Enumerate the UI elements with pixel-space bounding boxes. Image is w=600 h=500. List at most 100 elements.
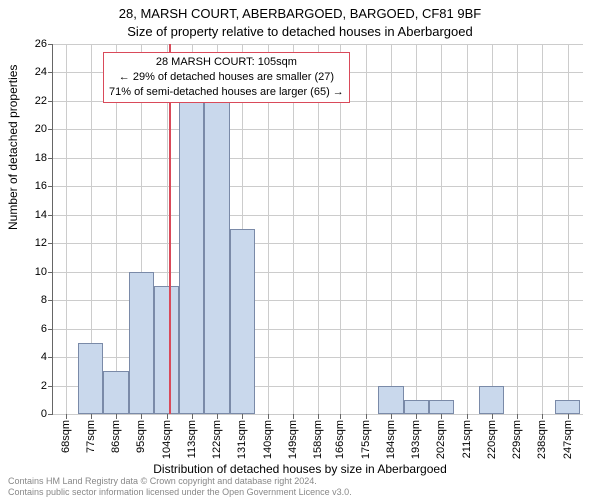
annotation-box: 28 MARSH COURT: 105sqm ← 29% of detached… xyxy=(103,52,350,103)
xtick-mark xyxy=(416,414,417,419)
ytick-mark xyxy=(48,357,53,358)
gridline-vertical xyxy=(568,44,569,414)
footer-line1: Contains HM Land Registry data © Crown c… xyxy=(8,476,352,487)
histogram-bar xyxy=(204,101,229,414)
ytick-mark xyxy=(48,158,53,159)
ytick-mark xyxy=(48,215,53,216)
xtick-label: 104sqm xyxy=(161,420,173,459)
histogram-bar xyxy=(555,400,580,414)
chart-title-description: Size of property relative to detached ho… xyxy=(0,24,600,39)
annotation-line3: 71% of semi-detached houses are larger (… xyxy=(109,85,344,100)
ytick-label: 12 xyxy=(35,237,47,249)
gridline-vertical xyxy=(366,44,367,414)
xtick-label: 68sqm xyxy=(60,420,72,453)
xtick-mark xyxy=(517,414,518,419)
xtick-mark xyxy=(366,414,367,419)
ytick-label: 0 xyxy=(41,408,47,420)
xtick-label: 184sqm xyxy=(385,420,397,459)
xtick-label: 77sqm xyxy=(85,420,97,453)
xtick-label: 158sqm xyxy=(312,420,324,459)
xtick-mark xyxy=(492,414,493,419)
footer-attribution: Contains HM Land Registry data © Crown c… xyxy=(8,476,352,498)
ytick-label: 16 xyxy=(35,180,47,192)
ytick-label: 8 xyxy=(41,294,47,306)
ytick-mark xyxy=(48,386,53,387)
ytick-label: 26 xyxy=(35,38,47,50)
histogram-bar xyxy=(429,400,454,414)
xtick-mark xyxy=(242,414,243,419)
ytick-mark xyxy=(48,272,53,273)
ytick-mark xyxy=(48,186,53,187)
xtick-mark xyxy=(568,414,569,419)
xtick-label: 140sqm xyxy=(262,420,274,459)
ytick-mark xyxy=(48,129,53,130)
plot-area: 0246810121416182022242668sqm77sqm86sqm95… xyxy=(52,44,583,415)
property-size-chart: 28, MARSH COURT, ABERBARGOED, BARGOED, C… xyxy=(0,0,600,500)
y-axis-label: Number of detached properties xyxy=(6,65,20,230)
ytick-mark xyxy=(48,243,53,244)
annotation-line1: 28 MARSH COURT: 105sqm xyxy=(109,55,344,70)
x-axis-label: Distribution of detached houses by size … xyxy=(0,462,600,476)
histogram-bar xyxy=(129,272,154,414)
xtick-mark xyxy=(217,414,218,419)
xtick-label: 229sqm xyxy=(511,420,523,459)
xtick-label: 247sqm xyxy=(562,420,574,459)
histogram-bar xyxy=(479,386,504,414)
gridline-vertical xyxy=(391,44,392,414)
xtick-label: 193sqm xyxy=(410,420,422,459)
ytick-mark xyxy=(48,414,53,415)
xtick-mark xyxy=(542,414,543,419)
ytick-label: 10 xyxy=(35,266,47,278)
xtick-label: 166sqm xyxy=(334,420,346,459)
histogram-bar xyxy=(154,286,179,414)
xtick-mark xyxy=(467,414,468,419)
ytick-label: 22 xyxy=(35,95,47,107)
xtick-label: 86sqm xyxy=(110,420,122,453)
footer-line2: Contains public sector information licen… xyxy=(8,487,352,498)
xtick-label: 202sqm xyxy=(435,420,447,459)
xtick-mark xyxy=(167,414,168,419)
xtick-label: 238sqm xyxy=(536,420,548,459)
annotation-line2: ← 29% of detached houses are smaller (27… xyxy=(109,70,344,85)
xtick-mark xyxy=(391,414,392,419)
histogram-bar xyxy=(230,229,255,414)
histogram-bar xyxy=(179,101,204,414)
ytick-label: 2 xyxy=(41,380,47,392)
xtick-mark xyxy=(141,414,142,419)
ytick-mark xyxy=(48,101,53,102)
xtick-mark xyxy=(66,414,67,419)
ytick-label: 18 xyxy=(35,152,47,164)
gridline-vertical xyxy=(416,44,417,414)
gridline-vertical xyxy=(66,44,67,414)
xtick-label: 149sqm xyxy=(287,420,299,459)
chart-title-address: 28, MARSH COURT, ABERBARGOED, BARGOED, C… xyxy=(0,6,600,21)
xtick-label: 95sqm xyxy=(135,420,147,453)
xtick-label: 220sqm xyxy=(486,420,498,459)
xtick-mark xyxy=(116,414,117,419)
ytick-mark xyxy=(48,300,53,301)
ytick-label: 4 xyxy=(41,351,47,363)
ytick-label: 20 xyxy=(35,123,47,135)
xtick-mark xyxy=(268,414,269,419)
histogram-bar xyxy=(103,371,128,414)
ytick-mark xyxy=(48,329,53,330)
gridline-vertical xyxy=(542,44,543,414)
xtick-mark xyxy=(91,414,92,419)
ytick-label: 6 xyxy=(41,323,47,335)
ytick-label: 24 xyxy=(35,66,47,78)
xtick-label: 122sqm xyxy=(211,420,223,459)
ytick-label: 14 xyxy=(35,209,47,221)
gridline-vertical xyxy=(492,44,493,414)
xtick-label: 175sqm xyxy=(360,420,372,459)
xtick-label: 211sqm xyxy=(461,420,473,458)
xtick-mark xyxy=(340,414,341,419)
histogram-bar xyxy=(378,386,403,414)
gridline-vertical xyxy=(441,44,442,414)
xtick-mark xyxy=(318,414,319,419)
ytick-mark xyxy=(48,72,53,73)
xtick-mark xyxy=(441,414,442,419)
xtick-label: 131sqm xyxy=(236,420,248,459)
gridline-vertical xyxy=(517,44,518,414)
xtick-label: 113sqm xyxy=(186,420,198,458)
xtick-mark xyxy=(293,414,294,419)
